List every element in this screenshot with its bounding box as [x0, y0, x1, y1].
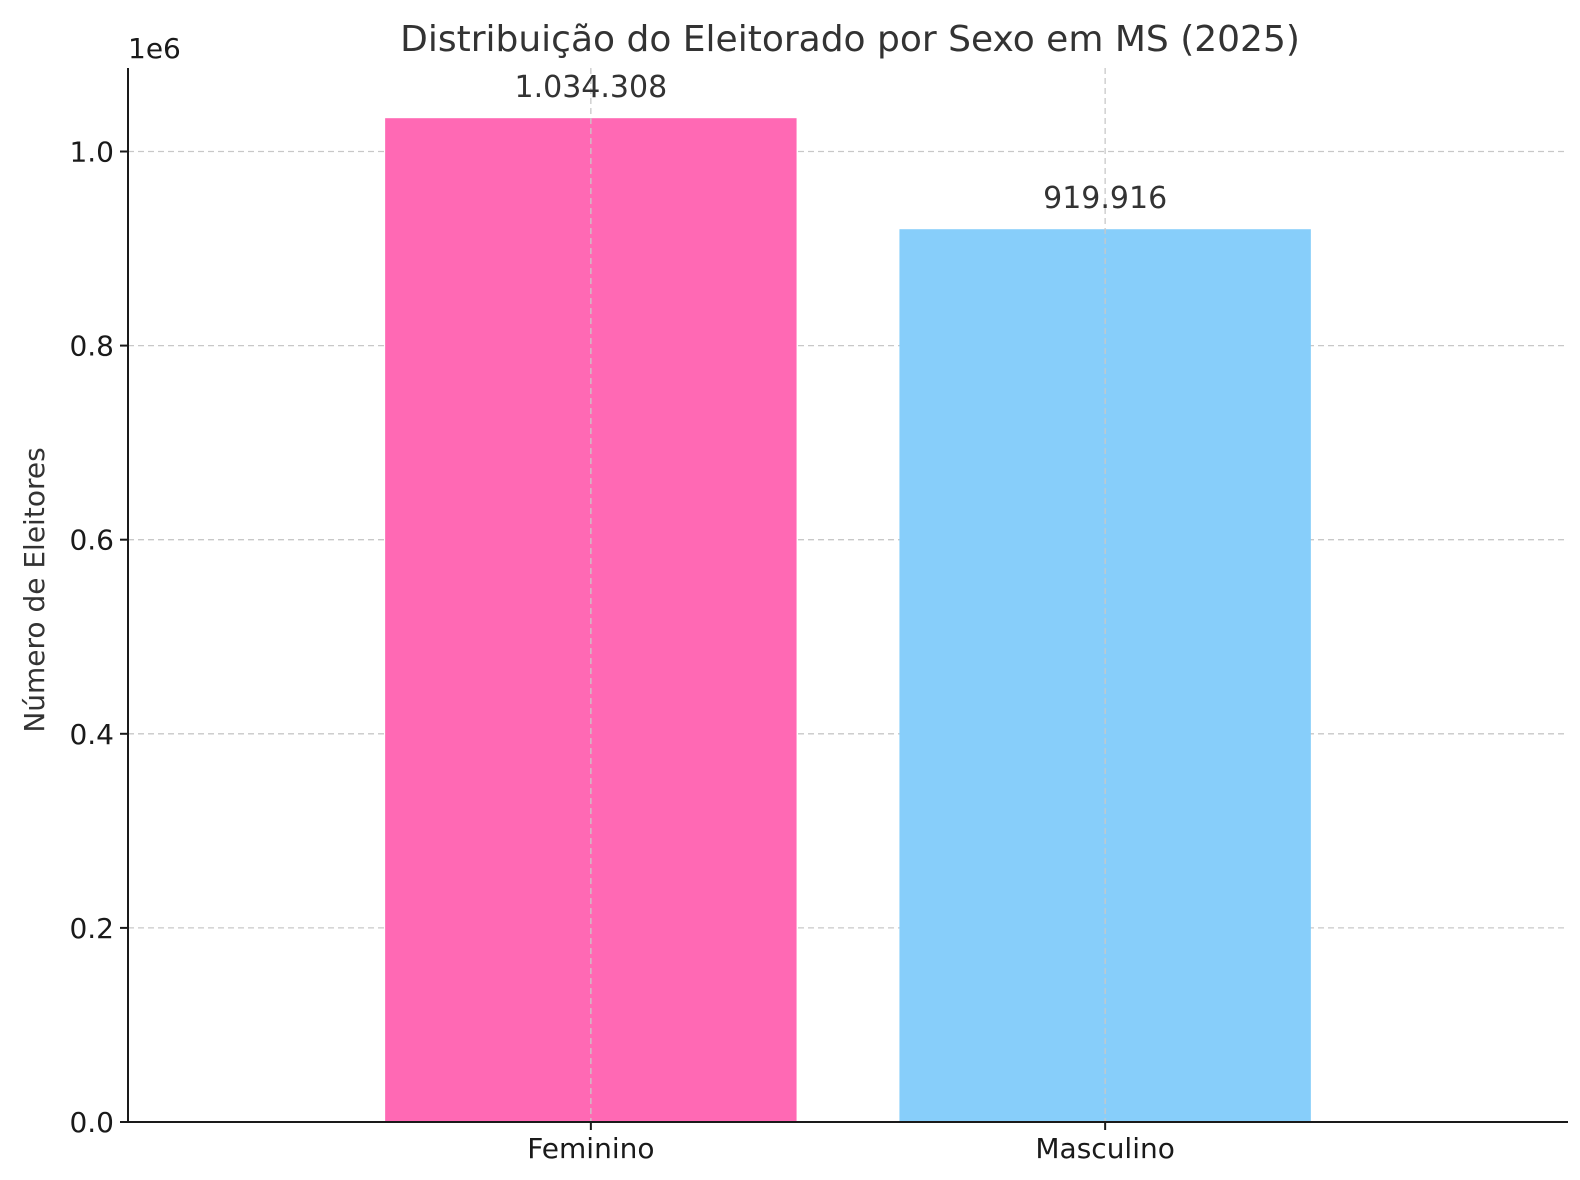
vertical-grid	[590, 68, 1106, 1122]
y-tick-label: 0.8	[69, 330, 114, 363]
y-tick-label: 0.6	[69, 524, 114, 557]
y-tick-label: 0.4	[69, 718, 114, 751]
value-labels: 1.034.308 919.916	[515, 70, 1168, 216]
x-tick-label: Feminino	[527, 1132, 654, 1165]
y-tick-label: 1.0	[69, 135, 114, 168]
y-ticks: 0.0 0.2 0.4 0.6 0.8 1.0	[69, 135, 128, 1139]
grid	[128, 150, 1568, 1123]
chart-title: Distribuição do Eleitorado por Sexo em M…	[400, 19, 1300, 60]
x-ticks: Feminino Masculino	[527, 1122, 1175, 1165]
y-axis-label: Número de Eleitores	[18, 447, 51, 732]
x-tick-label: Masculino	[1035, 1132, 1174, 1165]
y-tick-label: 0.0	[69, 1106, 114, 1139]
bars	[385, 118, 1311, 1122]
y-axis-offset-label: 1e6	[128, 32, 181, 65]
value-label-masculino: 919.916	[1043, 181, 1167, 216]
y-tick-label: 0.2	[69, 912, 114, 945]
value-label-feminino: 1.034.308	[515, 70, 668, 105]
axes	[127, 68, 1568, 1123]
